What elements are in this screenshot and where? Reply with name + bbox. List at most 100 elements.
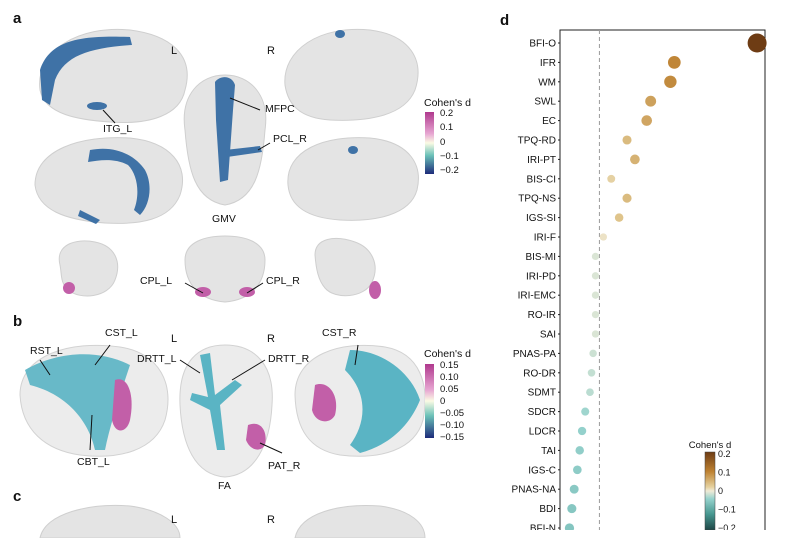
panel-b-cb-tick-0: 0.15: [440, 360, 459, 371]
effect-dot: [591, 330, 600, 338]
panel-a-brain-figure: [34, 28, 419, 303]
panel-d-colorbar: [704, 451, 716, 530]
category-label: TPQ-NS: [518, 194, 556, 205]
category-label: BFI-O: [529, 39, 556, 50]
effect-dot: [591, 310, 600, 319]
category-label: IGS-SI: [526, 213, 556, 224]
cpl-r-leader: [246, 282, 264, 294]
category-label: IGS-C: [528, 465, 556, 476]
category-label: PNAS-NA: [512, 485, 557, 496]
effect-dot: [614, 213, 624, 222]
panel-a-cb-tick-3: −0.1: [440, 151, 459, 162]
panel-b-tract-figure: [19, 344, 426, 478]
label-cpl-l: CPL_L: [140, 275, 173, 287]
effect-dot: [607, 174, 616, 183]
cpl-r-region-side: [369, 281, 381, 299]
panel-a-hemisphere-right: R: [267, 45, 275, 57]
brain-lateral-c-left: [39, 505, 181, 538]
panel-c-hemisphere-left: L: [171, 514, 178, 526]
category-label: IRI-PD: [526, 271, 556, 282]
category-label: BFI-N: [530, 524, 556, 531]
cst-r-leader: [354, 344, 359, 366]
cpl-r-region: [239, 287, 255, 297]
effect-dot: [567, 504, 577, 514]
category-label: TAI: [541, 446, 556, 457]
cst-l-tract: [25, 354, 130, 450]
label-mfpc: MFPC: [265, 103, 295, 115]
category-label: RO-DR: [523, 368, 556, 379]
cerebellum-right: [314, 238, 376, 297]
itg-region-medial: [78, 210, 100, 224]
pcl-r-region: [225, 146, 262, 157]
label-cst-r: CST_R: [322, 327, 357, 339]
panel-c-brain-figure: [39, 505, 426, 538]
label-cbt-l: CBT_L: [77, 456, 110, 468]
category-label: RO-IR: [528, 310, 556, 321]
panel-a-cb-tick-2: 0: [440, 137, 446, 148]
panel-b-cb-tick-1: 0.10: [440, 372, 459, 383]
cpl-l-region: [195, 287, 211, 297]
mfpc-region-top-view: [215, 77, 235, 182]
category-label: EC: [542, 116, 556, 127]
effect-dot: [622, 135, 632, 145]
effect-dot: [641, 115, 653, 126]
cpl-l-leader: [184, 282, 204, 294]
panel-b-cb-tick-6: −0.15: [440, 432, 465, 443]
effect-dot: [599, 233, 608, 241]
panel-d-letter: d: [500, 12, 510, 29]
panel-b-cb-tick-2: 0.05: [440, 384, 459, 395]
effect-dot: [630, 154, 640, 165]
effect-dot: [747, 33, 767, 53]
label-gmv: GMV: [212, 213, 236, 225]
mfpc-region-medial: [88, 148, 150, 215]
effect-dot: [569, 484, 579, 494]
effect-dot: [575, 446, 584, 455]
effect-dot: [664, 75, 677, 89]
panel-a-hemisphere-left: L: [171, 45, 178, 57]
mfpc-region-right-top: [335, 30, 345, 38]
cst-l-leader: [94, 344, 111, 366]
brain-lateral-top-right: [284, 28, 419, 121]
label-cpl-r: CPL_R: [266, 275, 300, 287]
category-label: IRI-EMC: [518, 291, 556, 302]
cbt-l-leader: [89, 414, 93, 451]
category-label: BDI: [539, 504, 556, 515]
category-label: IFR: [540, 58, 556, 69]
pat-region-right: [312, 384, 337, 422]
brain-lateral-c-right: [294, 505, 426, 538]
label-pcl-r: PCL_R: [273, 133, 307, 145]
panel-d-colorbar-tick: 0.2: [718, 449, 731, 459]
category-label: PNAS-PA: [513, 349, 556, 360]
label-drtt-l: DRTT_L: [137, 353, 177, 365]
label-cst-l: CST_L: [105, 327, 138, 339]
panel-d-colorbar-tick: 0: [718, 486, 723, 496]
category-label: BIS-CI: [527, 174, 556, 185]
panel-b-letter: b: [13, 313, 23, 330]
category-label: LDCR: [529, 427, 556, 438]
category-label: SAI: [540, 330, 556, 341]
label-itg-l: ITG_L: [103, 123, 133, 135]
category-label: SWL: [534, 97, 556, 108]
mfpc-region-right-bottom: [348, 146, 358, 154]
effect-dot: [564, 523, 575, 530]
plot-frame: [559, 29, 766, 530]
pat-region-left: [112, 379, 132, 431]
rst-l-leader: [39, 359, 51, 376]
panel-a-colorbar: [425, 112, 434, 174]
category-label: SDCR: [528, 407, 556, 418]
mfpc-region-lateral: [40, 36, 132, 105]
panel-b-colorbar: [425, 364, 434, 438]
effect-dot: [667, 56, 681, 69]
cpl-l-region-side: [63, 282, 75, 294]
drtt-r-leader: [231, 359, 266, 381]
drtt-tracts: [190, 353, 242, 450]
category-label: IRI-F: [534, 233, 556, 244]
panel-a-cb-tick-4: −0.2: [440, 165, 459, 176]
panel-b-hemisphere-left: L: [171, 333, 178, 345]
panel-d-colorbar-tick: 0.1: [718, 468, 731, 478]
drtt-l-leader: [179, 359, 201, 374]
category-label: BIS-MI: [525, 252, 556, 263]
label-drtt-r: DRTT_R: [268, 353, 310, 365]
effect-dot: [591, 272, 600, 280]
label-rst-l: RST_L: [30, 345, 63, 357]
